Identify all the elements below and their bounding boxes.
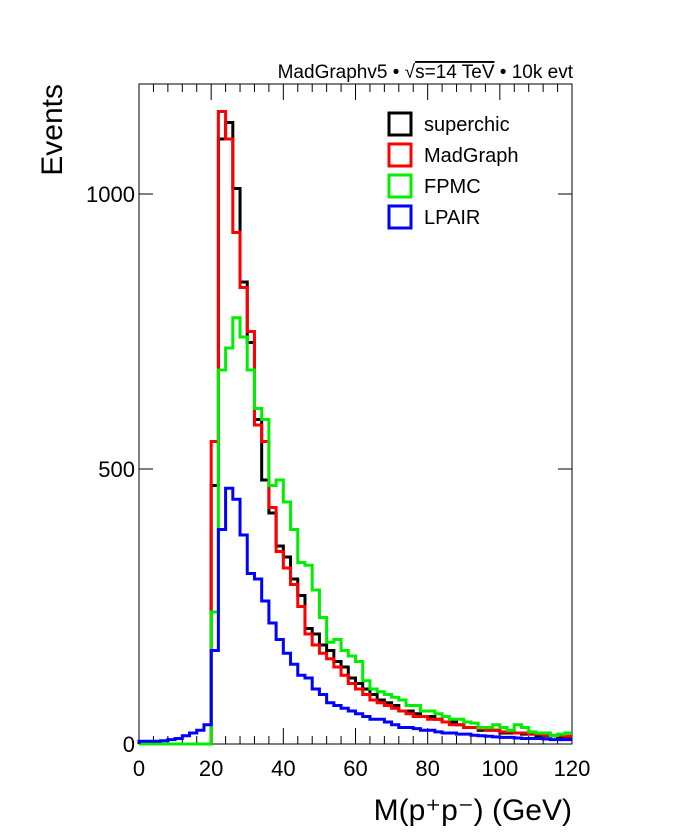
sqrt-symbol: √ [405,62,416,83]
axis-ticks [138,84,573,745]
x-axis-label: M(p⁺p⁻) (GeV) [374,794,572,827]
plot-frame [138,83,573,745]
x-tick-label-100: 100 [481,756,518,781]
legend-label-lpair: LPAIR [424,207,480,229]
header-bullet-2: • [500,62,507,83]
y-tick-label-0: 0 [123,732,135,757]
series-fpmc [139,316,572,746]
legend-label-madgraph: MadGraph [424,145,519,167]
legend-swatch-lpair [387,204,413,230]
y-axis-label: Events [36,84,69,176]
x-tick-label-80: 80 [415,756,439,781]
series-lpair [137,486,572,744]
series-madgraph [139,110,572,746]
histogram-series [137,110,572,746]
header-bullet-1: • [393,62,400,83]
header-energy: s=14 TeV [415,62,495,83]
legend-swatch-madgraph [387,142,413,168]
header-generator: MadGraphv5 [278,62,388,83]
y-tick-label-1000: 1000 [86,182,135,207]
series-superchic [139,121,572,746]
x-tick-label-60: 60 [343,756,367,781]
legend: superchic MadGraph FPMC LPAIR [387,111,519,230]
axis-tick-labels: 0 20 40 60 80 100 120 0 500 1000 [86,182,590,781]
legend-label-fpmc: FPMC [424,176,481,198]
x-tick-label-20: 20 [199,756,223,781]
header-events: 10k evt [512,62,574,83]
x-tick-label-0: 0 [133,756,145,781]
x-tick-label-40: 40 [271,756,295,781]
plot-header: MadGraphv5 • √s=14 TeV • 10k evt [278,62,574,83]
y-tick-label-500: 500 [98,457,135,482]
legend-label-superchic: superchic [424,114,510,136]
x-tick-label-120: 120 [554,756,591,781]
legend-swatch-fpmc [387,173,413,199]
legend-swatch-superchic [387,111,413,137]
